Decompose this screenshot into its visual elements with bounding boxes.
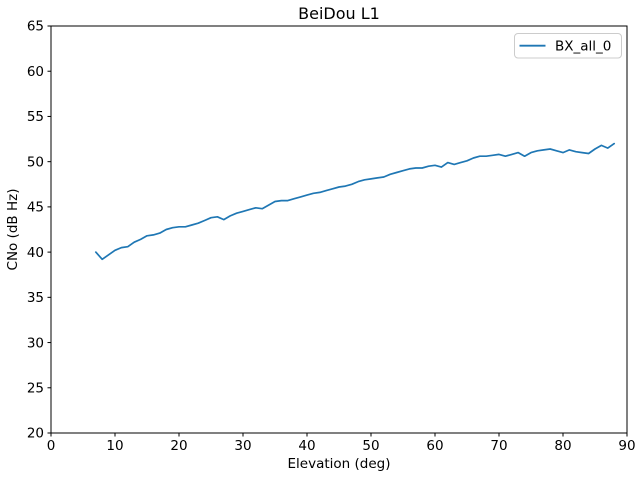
y-axis-ticks: 20 25 30 35 40 45 50 55 60 65 bbox=[27, 19, 51, 442]
x-tick-label: 90 bbox=[618, 438, 635, 454]
x-tick-label: 80 bbox=[554, 438, 571, 454]
x-tick-label: 10 bbox=[106, 438, 123, 454]
chart-title: BeiDou L1 bbox=[298, 4, 380, 23]
y-tick-label: 25 bbox=[27, 380, 44, 396]
y-axis-label: CNo (dB Hz) bbox=[5, 189, 21, 271]
y-tick-label: 45 bbox=[27, 200, 44, 216]
series-line-BX_all_0 bbox=[94, 142, 616, 261]
y-tick-label: 65 bbox=[27, 19, 44, 35]
x-tick-label: 30 bbox=[234, 438, 251, 454]
x-tick-label: 70 bbox=[490, 438, 507, 454]
y-tick-label: 55 bbox=[27, 109, 44, 125]
y-tick-label: 30 bbox=[27, 335, 44, 351]
x-axis-ticks: 0 10 20 30 40 50 60 70 80 90 bbox=[47, 433, 636, 454]
x-tick-label: 60 bbox=[426, 438, 443, 454]
x-tick-label: 50 bbox=[362, 438, 379, 454]
axes-frame bbox=[50, 25, 628, 434]
legend-entry-label: BX_all_0 bbox=[555, 38, 611, 54]
x-axis-label: Elevation (deg) bbox=[288, 456, 391, 472]
y-tick-label: 50 bbox=[27, 154, 44, 170]
legend: BX_all_0 bbox=[514, 33, 622, 59]
y-tick-label: 35 bbox=[27, 290, 44, 306]
data-series-group bbox=[94, 142, 616, 261]
y-tick-label: 20 bbox=[27, 426, 44, 442]
y-tick-label: 40 bbox=[27, 245, 44, 261]
x-tick-label: 0 bbox=[47, 438, 56, 454]
legend-box bbox=[514, 33, 622, 59]
x-tick-label: 40 bbox=[298, 438, 315, 454]
x-tick-label: 20 bbox=[170, 438, 187, 454]
y-tick-label: 60 bbox=[27, 64, 44, 80]
